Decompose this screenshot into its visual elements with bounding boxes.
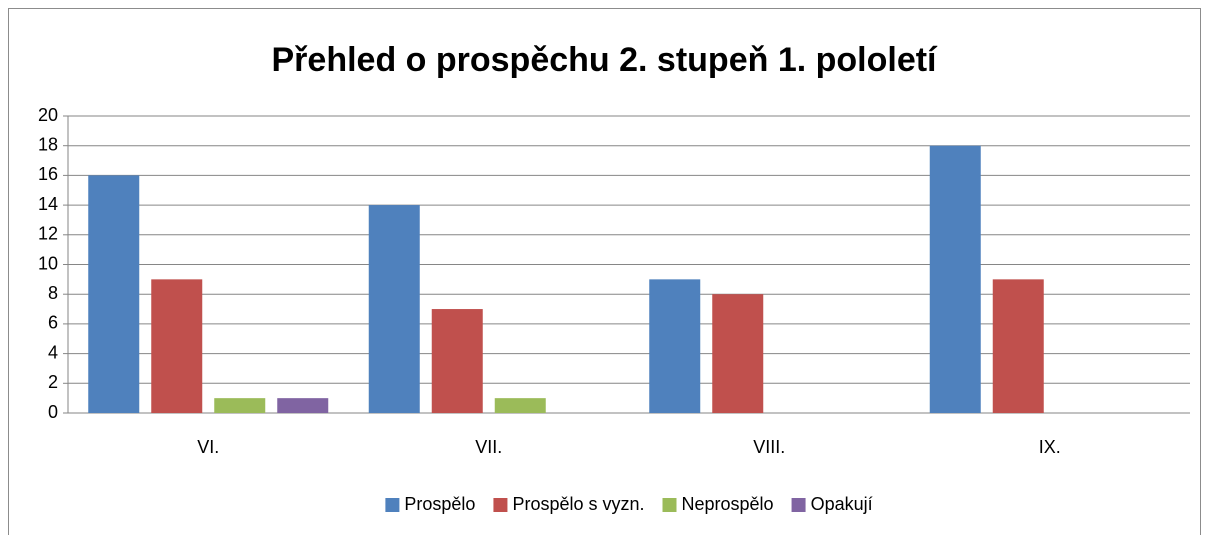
y-tick-label: 14 xyxy=(38,194,58,214)
chart-title: Přehled o prospěchu 2. stupeň 1. pololet… xyxy=(272,41,939,79)
legend-label: Opakují xyxy=(811,494,873,514)
y-tick-label: 12 xyxy=(38,224,58,244)
y-tick-label: 6 xyxy=(48,313,58,333)
bar xyxy=(649,279,701,413)
y-tick-label: 0 xyxy=(48,402,58,422)
chart-frame xyxy=(8,8,1201,535)
bar xyxy=(494,398,546,413)
bar xyxy=(368,205,420,413)
x-tick-label: VI. xyxy=(197,437,219,457)
bar xyxy=(151,279,203,413)
legend-label: Prospělo xyxy=(404,494,475,514)
y-tick-label: 18 xyxy=(38,134,58,154)
y-tick-label: 4 xyxy=(48,342,58,362)
legend-swatch xyxy=(385,498,400,512)
bar xyxy=(88,175,140,413)
y-tick-label: 8 xyxy=(48,283,58,303)
x-tick-label: VII. xyxy=(475,437,502,457)
x-tick-label: IX. xyxy=(1039,437,1061,457)
bar xyxy=(277,398,329,413)
y-tick-label: 20 xyxy=(38,105,58,125)
bar xyxy=(214,398,266,413)
bar xyxy=(929,145,981,413)
bar xyxy=(712,294,764,413)
bar xyxy=(431,309,483,413)
legend-swatch xyxy=(791,498,806,512)
legend-swatch xyxy=(493,498,508,512)
x-tick-label: VIII. xyxy=(753,437,785,457)
bar xyxy=(992,279,1044,413)
legend-label: Prospělo s vyzn. xyxy=(512,494,644,514)
y-tick-label: 10 xyxy=(38,253,58,273)
legend-label: Neprospělo xyxy=(682,494,774,514)
y-tick-label: 2 xyxy=(48,372,58,392)
y-tick-label: 16 xyxy=(38,164,58,184)
legend-swatch xyxy=(662,498,677,512)
